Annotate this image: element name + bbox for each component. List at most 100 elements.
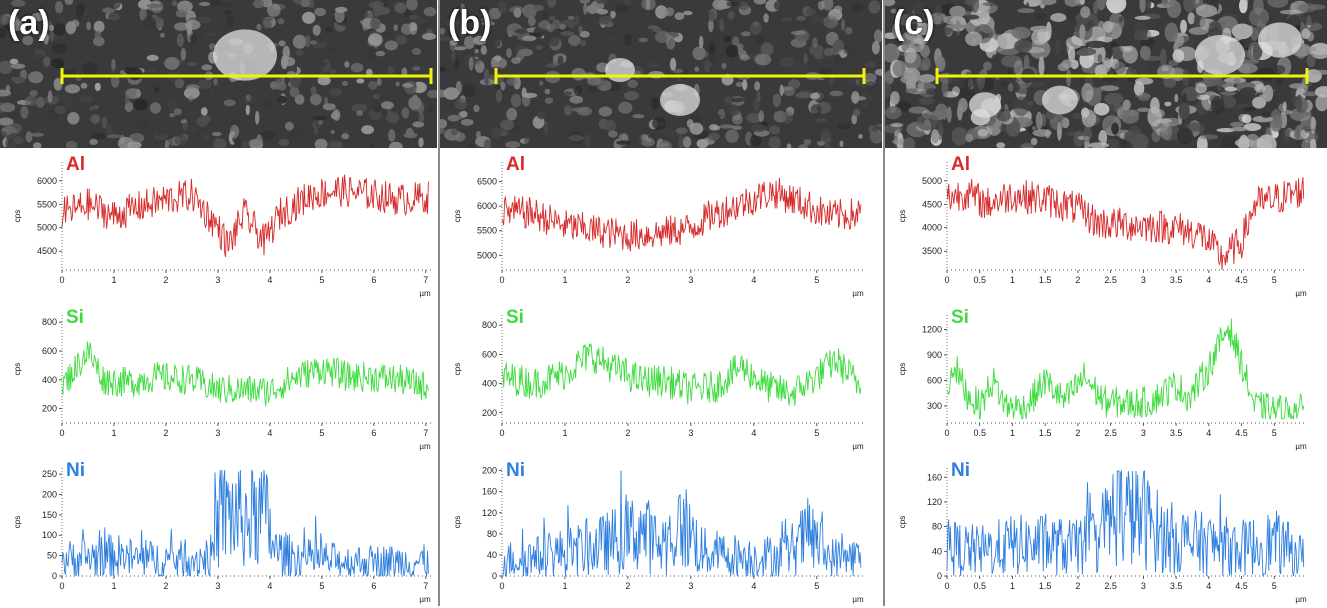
sem-grain — [1205, 80, 1216, 87]
sem-grain — [948, 73, 958, 85]
sem-grain — [637, 87, 641, 92]
sem-grain — [455, 99, 467, 110]
sem-grain — [568, 16, 575, 20]
sem-grain — [90, 106, 94, 110]
sem-grain — [494, 55, 501, 61]
sem-grain — [67, 112, 79, 125]
sem-grain — [424, 7, 436, 17]
sem-grain — [890, 91, 900, 105]
x-tick-label: 4.5 — [1235, 581, 1248, 591]
sem-grain — [841, 19, 845, 31]
x-tick-label: 6 — [371, 428, 376, 438]
sem-grain — [922, 57, 931, 71]
x-tick-label: 4 — [1206, 428, 1211, 438]
sem-grain — [285, 122, 294, 131]
sem-grain — [393, 24, 398, 31]
panel-label-b: (b) — [448, 4, 491, 43]
sem-grain — [803, 53, 807, 64]
y-tick-label: 160 — [927, 472, 942, 482]
sem-grain — [845, 27, 852, 35]
sem-grain — [618, 102, 632, 114]
sem-grain — [587, 4, 598, 14]
sem-grain — [564, 105, 572, 116]
sem-grain — [627, 80, 638, 88]
sem-grain — [26, 131, 33, 142]
sem-grain — [310, 94, 322, 105]
sem-grain — [821, 129, 830, 140]
sem-grain — [396, 82, 400, 87]
sem-grain — [14, 77, 25, 84]
sem-grain — [356, 79, 364, 84]
sem-grain — [804, 139, 812, 145]
sem-grain — [1200, 135, 1219, 140]
sem-grain — [25, 96, 37, 106]
series-line-al — [947, 177, 1304, 270]
sem-grain — [1095, 87, 1102, 93]
sem-grain — [700, 86, 709, 93]
sem-bright-particle — [213, 29, 277, 80]
sem-grain — [1256, 68, 1276, 80]
sem-grain — [648, 134, 653, 138]
sem-grain — [843, 46, 855, 55]
sem-grain — [473, 53, 483, 57]
sem-grain — [1261, 113, 1271, 118]
sem-grain — [418, 137, 423, 147]
sem-grain — [496, 89, 502, 102]
sem-grain — [872, 41, 880, 54]
sem-grain — [736, 82, 743, 87]
y-tick-label: 400 — [482, 379, 497, 389]
sem-grain — [738, 44, 743, 56]
sem-grain — [1129, 110, 1139, 117]
sem-grain — [201, 107, 208, 115]
sem-grain — [1062, 59, 1073, 68]
sem-grain — [536, 45, 543, 50]
sem-grain — [1220, 91, 1236, 96]
y-tick-label: 120 — [927, 497, 942, 507]
y-tick-label: 150 — [42, 510, 57, 520]
sem-grain — [1147, 107, 1161, 127]
sem-grain — [102, 116, 108, 128]
sem-grain — [1079, 25, 1085, 41]
sem-grain — [1104, 93, 1123, 105]
sem-grain — [196, 116, 208, 127]
sem-grain — [709, 124, 718, 131]
sem-grain — [783, 86, 795, 96]
series-line-al — [502, 178, 861, 251]
sem-grain — [330, 69, 337, 73]
sem-grain — [703, 52, 708, 58]
sem-grain — [977, 71, 985, 90]
sem-grain — [571, 68, 586, 81]
sem-grain — [722, 63, 727, 69]
x-tick-label: 0 — [944, 581, 949, 591]
series-line-ni — [947, 471, 1304, 576]
x-axis-title: µm — [1295, 442, 1307, 451]
sem-grain — [1179, 102, 1190, 119]
sem-grain — [255, 111, 259, 125]
sem-grain — [190, 128, 198, 133]
sem-grain — [905, 88, 917, 93]
sem-grain — [1111, 123, 1119, 135]
x-tick-label: 2.5 — [1104, 275, 1117, 285]
sem-grain — [723, 35, 730, 42]
x-tick-label: 3 — [215, 428, 220, 438]
x-tick-label: 5 — [1272, 275, 1277, 285]
sem-grain — [708, 133, 720, 141]
y-axis-title: cps — [453, 363, 462, 375]
sem-grain — [708, 11, 714, 21]
x-tick-label: 7 — [423, 275, 428, 285]
sem-grain — [773, 94, 781, 107]
sem-grain — [608, 131, 618, 138]
sem-grain — [136, 89, 140, 98]
x-axis-title: µm — [419, 595, 431, 604]
x-tick-label: 1 — [562, 275, 567, 285]
sem-grain — [505, 141, 520, 148]
sem-grain — [419, 112, 425, 123]
sem-grain — [1119, 16, 1124, 22]
y-tick-label: 200 — [482, 408, 497, 418]
sem-grain — [1154, 35, 1164, 42]
sem-bright-particle — [969, 92, 1001, 118]
